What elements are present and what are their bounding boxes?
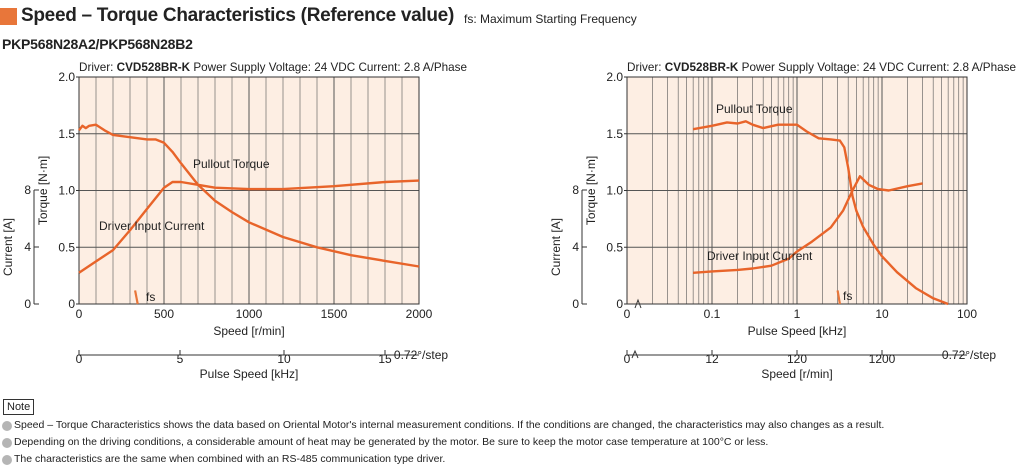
pullout-torque-line: [692, 120, 949, 306]
x-tick-label: 1: [794, 307, 801, 321]
x-tick-label: 1000: [236, 307, 263, 321]
x-tick-label: 0.1: [704, 307, 721, 321]
page-title: Speed – Torque Characteristics (Referenc…: [21, 5, 454, 26]
y-tick-label: 1.0: [606, 184, 623, 198]
step-note: 0.72°/step: [942, 348, 996, 362]
secondary-x-tick-label: 5: [177, 352, 184, 366]
y-axis-label: Torque [N·m]: [584, 156, 598, 225]
fs-note: fs: Maximum Starting Frequency: [463, 11, 637, 26]
note-item: Depending on the driving conditions, a c…: [2, 434, 884, 451]
fs-marker: [836, 290, 841, 305]
chart-caption: Driver: CVD528BR-K Power Supply Voltage:…: [79, 60, 467, 74]
secondary-x-tick-label: 10: [277, 352, 291, 366]
page-title-bar: Speed – Torque Characteristics (Referenc…: [0, 4, 637, 28]
pullout-torque-label: Pullout Torque: [716, 102, 793, 116]
note-item: Speed – Torque Characteristics shows the…: [2, 417, 884, 434]
x-tick-label: 0: [76, 307, 83, 321]
y2-axis-label: Current [A]: [1, 218, 15, 276]
note-text: The characteristics are the same when co…: [14, 453, 446, 465]
x-axis-label: Pulse Speed [kHz]: [748, 324, 847, 338]
y2-tick-label: 8: [24, 183, 31, 197]
driver-input-current-line: [693, 175, 923, 274]
y-tick-label: 2.0: [58, 70, 75, 84]
pullout-torque-line: [78, 123, 420, 268]
secondary-x-tick-label: 12: [705, 352, 719, 366]
y-axis-label: Torque [N·m]: [36, 156, 50, 225]
note-item: The characteristics are the same when co…: [2, 451, 884, 468]
secondary-x-tick-label: 1200: [869, 352, 896, 366]
y-tick-label: 2.0: [606, 70, 623, 84]
axis-break-icon: [631, 349, 639, 359]
x-tick-label: 500: [154, 307, 174, 321]
x-origin-label: 0: [624, 307, 631, 321]
notes-list: Speed – Torque Characteristics shows the…: [2, 417, 884, 468]
x-tick-label: 100: [957, 307, 977, 321]
title-marker: [0, 7, 17, 25]
step-note: 0.72°/step: [394, 348, 448, 362]
secondary-x-tick-label: 0: [76, 352, 83, 366]
secondary-x-axis-label: Speed [r/min]: [761, 367, 832, 381]
bullet-icon: [2, 454, 12, 465]
axis-break-icon: [634, 298, 642, 309]
x-tick-label: 2000: [406, 307, 433, 321]
y-tick-label: 1.5: [606, 127, 623, 141]
x-tick-label: 10: [875, 307, 889, 321]
fs-label: fs: [843, 289, 852, 303]
y-tick-label: 0: [68, 297, 75, 311]
y2-tick-label: 0: [572, 297, 579, 311]
fs-label: fs: [146, 290, 155, 304]
secondary-x-tick-label: 15: [378, 352, 392, 366]
y-tick-label: 0: [616, 297, 623, 311]
fs-marker: [134, 290, 139, 305]
y2-tick-label: 4: [572, 240, 579, 254]
note-text: Speed – Torque Characteristics shows the…: [14, 419, 885, 431]
y2-axis-label: Current [A]: [549, 218, 563, 276]
bullet-icon: [2, 420, 12, 431]
y-tick-label: 1.0: [58, 184, 75, 198]
model-name: PKP568N28A2/PKP568N28B2: [2, 36, 193, 52]
driver-input-current-line: [78, 179, 420, 274]
x-tick-label: 1500: [321, 307, 348, 321]
driver-input-current-label: Driver Input Current: [99, 219, 205, 233]
chart-caption: Driver: CVD528BR-K Power Supply Voltage:…: [627, 60, 1016, 74]
pullout-torque-label: Pullout Torque: [193, 157, 270, 171]
secondary-x-axis-label: Pulse Speed [kHz]: [200, 367, 299, 381]
y2-tick-label: 8: [572, 183, 579, 197]
y-tick-label: 1.5: [58, 127, 75, 141]
bullet-icon: [2, 437, 12, 448]
y-tick-label: 0.5: [606, 240, 623, 254]
secondary-x-tick-label: 120: [787, 352, 807, 366]
note-heading: Note: [3, 399, 35, 415]
y2-tick-label: 0: [24, 297, 31, 311]
x-axis-label: Speed [r/min]: [213, 324, 284, 338]
secondary-x-tick-label: 0: [624, 352, 631, 366]
note-text: Depending on the driving conditions, a c…: [14, 436, 769, 448]
charts-canvas: Driver: CVD528BR-K Power Supply Voltage:…: [1, 60, 1016, 381]
y-tick-label: 0.5: [58, 240, 75, 254]
y2-tick-label: 4: [24, 240, 31, 254]
driver-input-current-label: Driver Input Current: [707, 249, 813, 263]
